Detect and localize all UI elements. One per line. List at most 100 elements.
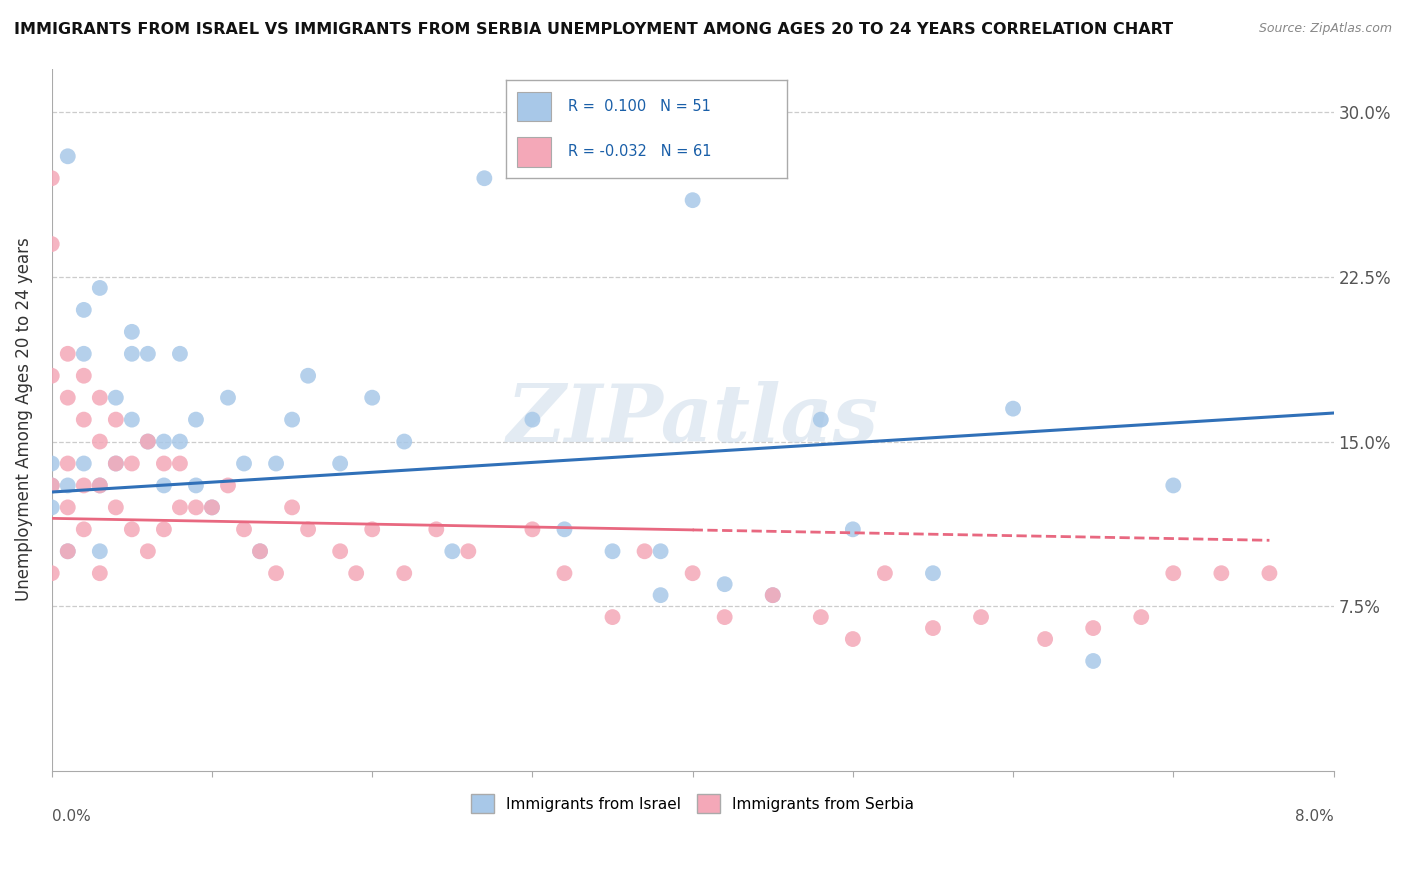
Point: [713, 577, 735, 591]
Text: R =  0.100   N = 51: R = 0.100 N = 51: [568, 99, 711, 114]
Point: [201, 500, 224, 515]
Point: [121, 457, 143, 471]
Point: [553, 522, 575, 536]
Point: [136, 434, 159, 449]
Text: 0.0%: 0.0%: [52, 809, 90, 824]
Point: [73, 347, 96, 361]
Point: [682, 566, 704, 581]
Point: [169, 457, 191, 471]
Point: [104, 391, 127, 405]
Point: [73, 457, 96, 471]
Point: [89, 478, 111, 492]
Point: [41, 478, 63, 492]
Point: [281, 500, 304, 515]
Point: [425, 522, 447, 536]
Point: [329, 544, 352, 558]
Point: [41, 368, 63, 383]
Point: [922, 566, 945, 581]
Point: [217, 391, 239, 405]
Point: [650, 588, 672, 602]
Point: [89, 566, 111, 581]
Point: [297, 368, 319, 383]
Y-axis label: Unemployment Among Ages 20 to 24 years: Unemployment Among Ages 20 to 24 years: [15, 238, 32, 601]
Point: [73, 302, 96, 317]
Text: 8.0%: 8.0%: [1295, 809, 1333, 824]
Point: [73, 522, 96, 536]
Point: [394, 566, 416, 581]
Point: [56, 149, 79, 163]
Point: [1002, 401, 1025, 416]
Point: [89, 478, 111, 492]
Point: [184, 478, 207, 492]
Point: [56, 347, 79, 361]
Point: [153, 478, 176, 492]
Point: [873, 566, 896, 581]
Point: [842, 632, 865, 646]
Point: [602, 610, 624, 624]
Point: [104, 457, 127, 471]
Point: [121, 325, 143, 339]
Point: [56, 544, 79, 558]
Point: [264, 566, 287, 581]
Text: Source: ZipAtlas.com: Source: ZipAtlas.com: [1258, 22, 1392, 36]
Point: [810, 610, 832, 624]
Point: [249, 544, 271, 558]
Point: [1083, 654, 1105, 668]
Point: [153, 434, 176, 449]
Point: [56, 544, 79, 558]
Point: [842, 522, 865, 536]
Point: [184, 412, 207, 426]
Point: [361, 391, 384, 405]
Point: [361, 522, 384, 536]
Point: [970, 610, 993, 624]
Point: [41, 171, 63, 186]
Point: [297, 522, 319, 536]
Point: [136, 434, 159, 449]
Point: [56, 457, 79, 471]
Point: [73, 412, 96, 426]
Point: [762, 588, 785, 602]
Point: [89, 281, 111, 295]
Point: [41, 237, 63, 252]
Point: [104, 412, 127, 426]
Point: [104, 457, 127, 471]
Point: [553, 566, 575, 581]
Point: [169, 347, 191, 361]
Point: [56, 500, 79, 515]
Point: [136, 347, 159, 361]
Point: [522, 412, 544, 426]
Point: [650, 544, 672, 558]
Point: [810, 412, 832, 426]
Point: [633, 544, 655, 558]
Point: [602, 544, 624, 558]
Point: [121, 347, 143, 361]
Point: [264, 457, 287, 471]
Point: [522, 522, 544, 536]
Point: [89, 544, 111, 558]
Point: [73, 478, 96, 492]
Point: [201, 500, 224, 515]
Point: [344, 566, 367, 581]
FancyBboxPatch shape: [517, 137, 551, 167]
Point: [713, 610, 735, 624]
Point: [457, 544, 479, 558]
Point: [1083, 621, 1105, 635]
Point: [281, 412, 304, 426]
Point: [169, 500, 191, 515]
Point: [184, 500, 207, 515]
Point: [1258, 566, 1281, 581]
Text: IMMIGRANTS FROM ISRAEL VS IMMIGRANTS FROM SERBIA UNEMPLOYMENT AMONG AGES 20 TO 2: IMMIGRANTS FROM ISRAEL VS IMMIGRANTS FRO…: [14, 22, 1173, 37]
Point: [169, 434, 191, 449]
FancyBboxPatch shape: [517, 92, 551, 121]
Point: [1161, 566, 1184, 581]
Point: [1033, 632, 1056, 646]
Text: R = -0.032   N = 61: R = -0.032 N = 61: [568, 145, 711, 160]
Point: [1161, 478, 1184, 492]
Point: [56, 391, 79, 405]
Point: [472, 171, 495, 186]
Point: [1130, 610, 1153, 624]
Point: [41, 478, 63, 492]
Point: [153, 457, 176, 471]
Point: [1211, 566, 1233, 581]
Point: [41, 500, 63, 515]
